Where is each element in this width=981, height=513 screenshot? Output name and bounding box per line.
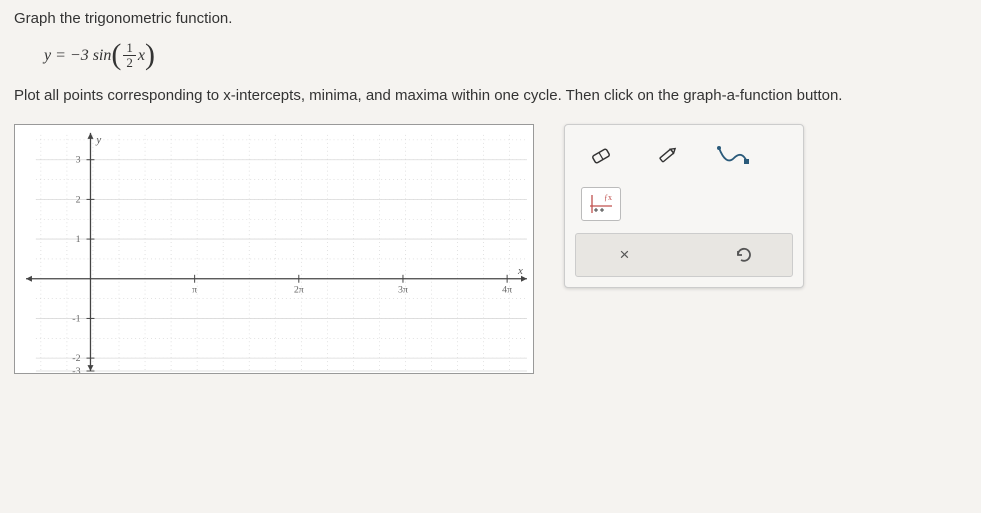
undo-button[interactable] (729, 242, 759, 268)
tool-row-2: ƒx (575, 187, 793, 221)
graph-canvas[interactable]: y x π 2π 3π 4π 3 2 1 -1 -2 -3 (14, 124, 534, 374)
fraction: 1 2 (123, 41, 136, 71)
action-row: × (575, 233, 793, 277)
svg-text:1: 1 (76, 234, 81, 245)
eraser-icon (587, 145, 615, 167)
svg-text:3π: 3π (398, 284, 408, 295)
svg-text:ƒx: ƒx (604, 193, 612, 202)
equation: y = −3 sin ( 1 2 x ) (44, 41, 967, 71)
fraction-numerator: 1 (123, 41, 136, 56)
close-icon: × (620, 245, 630, 265)
graph-function-button[interactable]: ƒx (581, 187, 621, 221)
svg-text:2π: 2π (294, 284, 304, 295)
fraction-denominator: 2 (123, 56, 136, 70)
equation-prefix: y = −3 sin (44, 47, 111, 65)
pencil-icon (653, 145, 681, 167)
svg-text:π: π (192, 284, 197, 295)
graph-function-icon: ƒx (588, 192, 614, 216)
toolbox: ƒx × (564, 124, 804, 288)
curve-icon (716, 144, 750, 168)
pencil-tool[interactable] (647, 139, 687, 173)
svg-text:-3: -3 (72, 366, 80, 373)
svg-text:x: x (517, 264, 523, 276)
equation-var: x (138, 47, 145, 65)
undo-icon (734, 246, 754, 264)
instruction-text: Graph the trigonometric function. (14, 10, 967, 27)
work-area: y x π 2π 3π 4π 3 2 1 -1 -2 -3 (14, 124, 967, 374)
eraser-tool[interactable] (581, 139, 621, 173)
graph-svg[interactable]: y x π 2π 3π 4π 3 2 1 -1 -2 -3 (15, 125, 533, 373)
svg-text:3: 3 (76, 154, 81, 165)
reset-button[interactable]: × (610, 242, 640, 268)
tool-row-1 (575, 135, 793, 177)
svg-text:-2: -2 (72, 353, 80, 364)
curve-tool[interactable] (713, 139, 753, 173)
svg-text:2: 2 (76, 194, 81, 205)
svg-text:y: y (95, 133, 101, 145)
svg-text:4π: 4π (502, 284, 512, 295)
svg-text:-1: -1 (72, 313, 80, 324)
sub-instruction-text: Plot all points corresponding to x-inter… (14, 87, 967, 104)
